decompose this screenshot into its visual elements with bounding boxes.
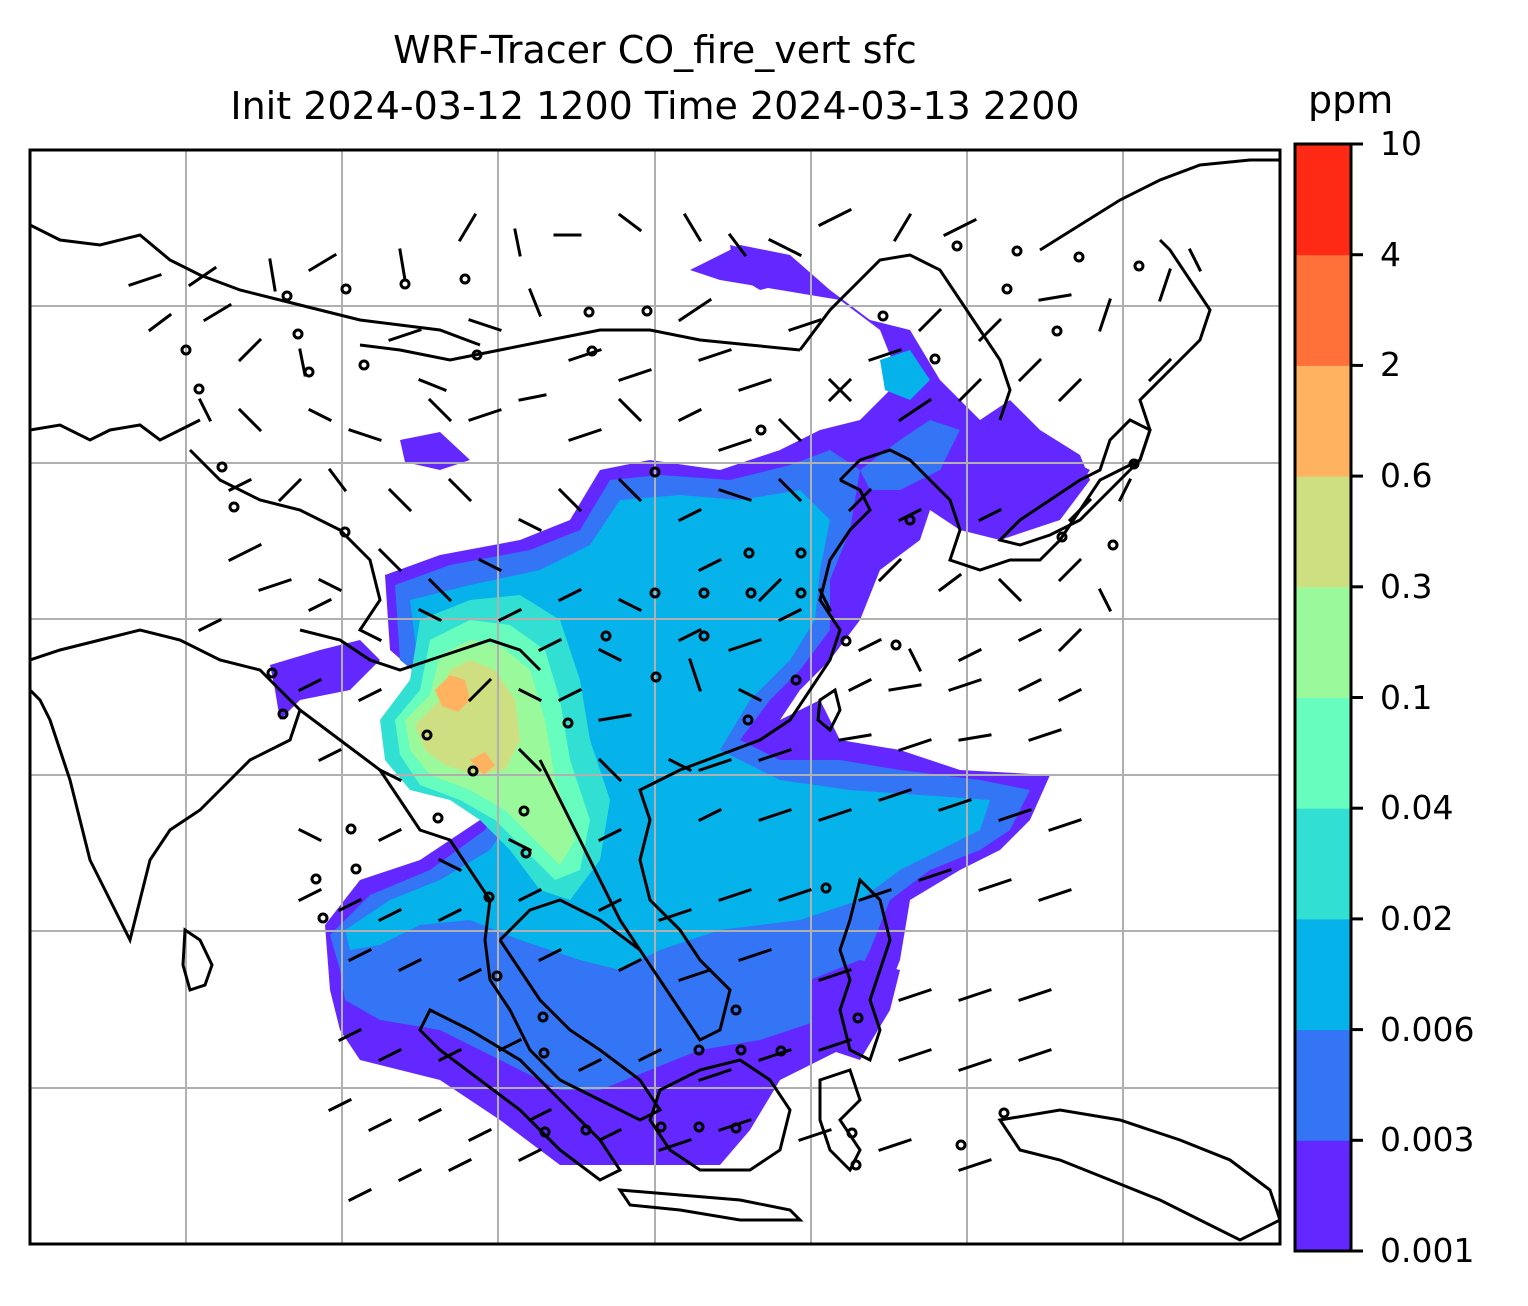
colorbar-tick-label: 0.6 <box>1380 456 1433 496</box>
colorbar-segment <box>1295 1029 1351 1141</box>
coastline-philippines <box>838 877 892 1063</box>
border-india-china <box>299 628 542 672</box>
colorbar-segment <box>1295 808 1351 920</box>
coastline-borneo <box>648 1058 792 1172</box>
colorbar-segment <box>1295 586 1351 698</box>
field-patch-west-2 <box>400 432 470 470</box>
coastline-newguinea <box>997 1108 1280 1242</box>
colorbar <box>1295 142 1363 1253</box>
colorbar-tick-label: 0.1 <box>1380 677 1433 717</box>
colorbar-tick-label: 10 <box>1380 124 1422 163</box>
field-band-0.6 <box>435 675 470 712</box>
map-area <box>30 150 1280 1244</box>
coastline-india <box>30 628 302 945</box>
field-patch-ne <box>730 245 800 290</box>
coastline-europe-caspian <box>30 418 201 442</box>
colorbar-tick-label: 0.001 <box>1380 1231 1475 1270</box>
coastline-northrussia <box>30 223 481 347</box>
field-patch-west <box>270 640 380 720</box>
coastline-bay-of-bengal <box>299 708 663 1122</box>
coastline-sulawesi <box>818 1068 862 1173</box>
border-central-asia <box>188 448 382 631</box>
colorbar-tick-label: 0.02 <box>1380 898 1454 938</box>
border-china-russia <box>798 253 1012 421</box>
coastline-srilanka <box>181 927 214 992</box>
field-band-0.3 <box>415 660 520 775</box>
colorbar-tick-label: 0.006 <box>1380 1009 1475 1049</box>
field-band-0.6b <box>470 752 495 775</box>
colorbar-unit-label: ppm <box>1308 78 1394 122</box>
calm-wind-circles <box>180 240 1145 1171</box>
colorbar-segment <box>1295 476 1351 588</box>
colorbar-segment <box>1295 254 1351 366</box>
border-mekong <box>538 759 642 951</box>
colorbar-segment <box>1295 144 1351 256</box>
wind-barbs <box>128 207 1203 1203</box>
plot-title-line1: WRF-Tracer CO_fire_vert sfc <box>393 28 917 72</box>
coastline-okhotsk <box>1039 158 1280 252</box>
colorbar-segment <box>1295 1140 1351 1252</box>
coastline-japan <box>997 418 1152 547</box>
colorbar-segment <box>1295 918 1351 1031</box>
field-patch-japan <box>985 420 1090 510</box>
map-frame <box>28 148 1282 1246</box>
colorbar-tick-label: 0.003 <box>1380 1120 1475 1160</box>
colorbar-tick-label: 0.3 <box>1380 566 1433 606</box>
coastline-sumatra <box>418 1007 623 1182</box>
colorbar-segment <box>1295 365 1351 477</box>
coastline-java <box>617 1188 804 1222</box>
coastlines <box>30 158 1280 1242</box>
colorbar-tick-label: 4 <box>1380 234 1401 274</box>
colorbar-segment <box>1295 697 1351 809</box>
field-patch-north-1 <box>860 420 960 490</box>
coastline-indochina <box>498 478 872 1042</box>
border-mongolia <box>359 328 801 362</box>
colorbar-tick-label: 2 <box>1380 345 1401 385</box>
plot-title-line2: Init 2024-03-12 1200 Time 2024-03-13 220… <box>230 84 1080 128</box>
field-patch-sea <box>810 960 900 1060</box>
colorbar-frame <box>1293 142 1353 1253</box>
coastline-taiwan <box>816 687 842 733</box>
field-patch-north-2 <box>880 350 930 400</box>
lat-lon-grid <box>30 150 1280 1244</box>
colorbar-tick-label: 0.04 <box>1380 788 1454 828</box>
